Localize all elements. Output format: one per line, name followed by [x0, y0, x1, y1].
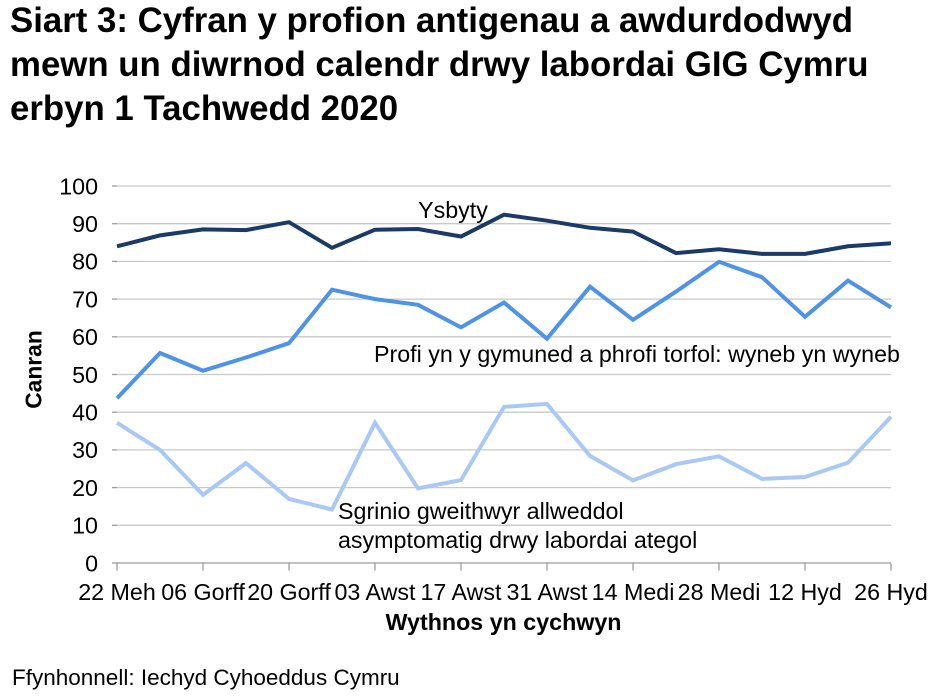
svg-text:Profi yn y gymuned a phrofi to: Profi yn y gymuned a phrofi torfol: wyne… [374, 341, 900, 367]
svg-text:31 Awst: 31 Awst [506, 579, 588, 605]
svg-text:Sgrinio gweithwyr allweddol: Sgrinio gweithwyr allweddol [338, 498, 624, 524]
svg-text:17 Awst: 17 Awst [420, 579, 502, 605]
svg-text:50: 50 [72, 362, 98, 388]
svg-text:90: 90 [72, 211, 98, 237]
svg-text:0: 0 [85, 550, 98, 576]
svg-text:Canran: Canran [21, 330, 47, 409]
svg-text:Ysbyty: Ysbyty [418, 197, 488, 223]
svg-text:asymptomatig drwy labordai ate: asymptomatig drwy labordai ategol [338, 527, 697, 553]
svg-text:06 Gorff: 06 Gorff [161, 579, 245, 605]
svg-text:100: 100 [59, 173, 98, 199]
svg-text:14 Medi: 14 Medi [592, 579, 675, 605]
svg-text:30: 30 [72, 437, 98, 463]
svg-text:12 Hyd: 12 Hyd [768, 579, 842, 605]
svg-text:70: 70 [72, 286, 98, 312]
svg-text:20: 20 [72, 475, 98, 501]
svg-text:80: 80 [72, 249, 98, 275]
svg-text:Wythnos yn cychwyn: Wythnos yn cychwyn [386, 609, 622, 635]
svg-text:10: 10 [72, 513, 98, 539]
svg-text:22 Meh: 22 Meh [78, 579, 156, 605]
svg-text:40: 40 [72, 400, 98, 426]
svg-text:26 Hyd: 26 Hyd [854, 579, 928, 605]
svg-text:20 Gorff: 20 Gorff [247, 579, 331, 605]
svg-text:03 Awst: 03 Awst [334, 579, 416, 605]
svg-text:60: 60 [72, 324, 98, 350]
svg-text:28 Medi: 28 Medi [678, 579, 761, 605]
